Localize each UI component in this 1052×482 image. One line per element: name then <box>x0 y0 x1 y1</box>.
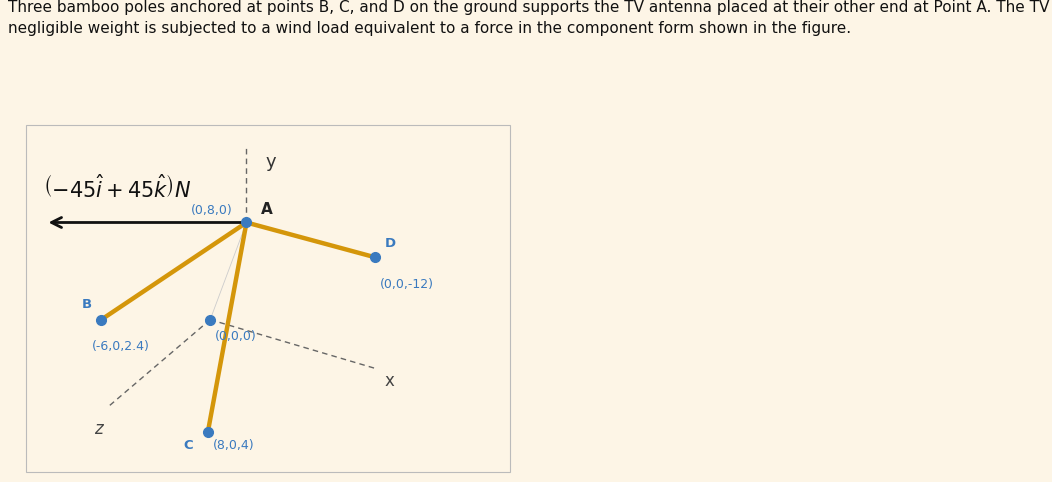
Text: Three bamboo poles anchored at points B, C, and D on the ground supports the TV : Three bamboo poles anchored at points B,… <box>8 0 1052 36</box>
Text: A: A <box>261 202 272 217</box>
Text: y: y <box>266 153 277 171</box>
Text: x: x <box>384 372 394 390</box>
Text: (-6,0,2.4): (-6,0,2.4) <box>92 340 149 353</box>
Text: $\left(-45\hat{i}+45\hat{k}\right)N$: $\left(-45\hat{i}+45\hat{k}\right)N$ <box>43 174 191 201</box>
Text: B: B <box>81 298 92 311</box>
Text: (0,0,0): (0,0,0) <box>215 330 257 343</box>
Text: D: D <box>384 237 396 250</box>
Text: (0,0,-12): (0,0,-12) <box>380 278 433 291</box>
Text: C: C <box>184 440 194 453</box>
Text: z: z <box>95 420 103 438</box>
Text: (8,0,4): (8,0,4) <box>213 440 255 453</box>
Text: (0,8,0): (0,8,0) <box>190 204 232 217</box>
